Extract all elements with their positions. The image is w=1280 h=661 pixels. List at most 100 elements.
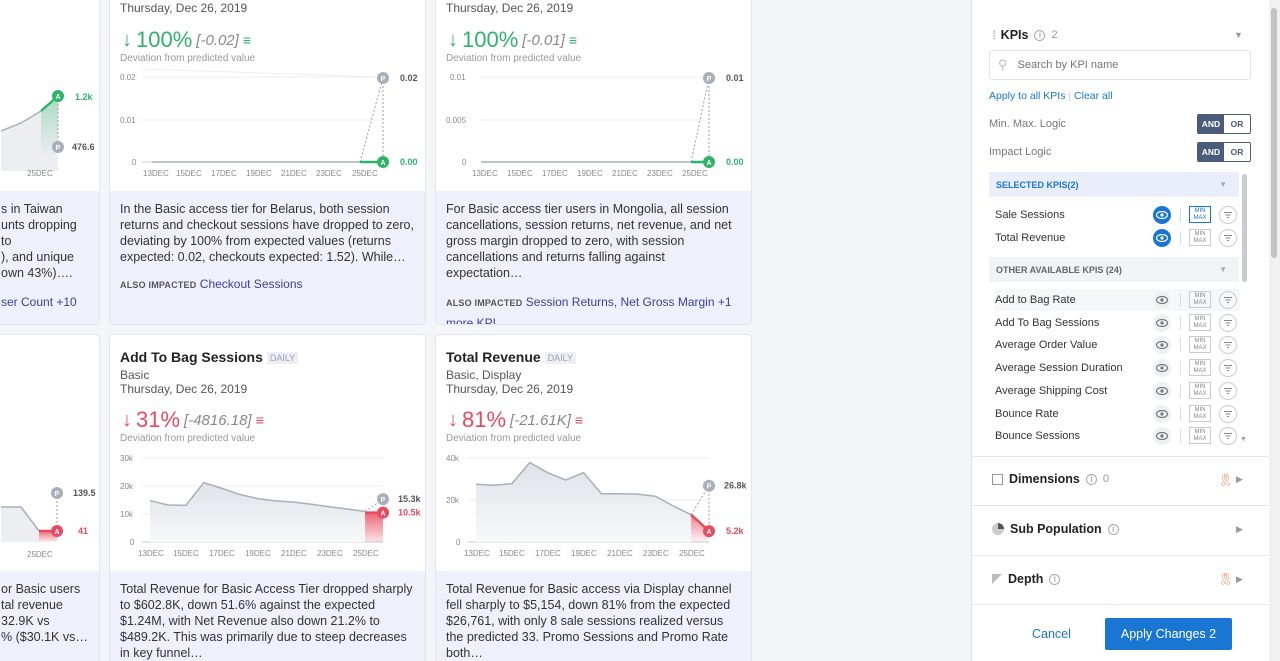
min-max-button[interactable]: MIN MAX (1189, 404, 1211, 422)
svg-text:A: A (55, 94, 60, 101)
also-impacted-link[interactable]: ser Count +10 (1, 295, 77, 309)
clear-all-link[interactable]: Clear all (1074, 90, 1113, 102)
also-impacted[interactable]: ALSO IMPACTED Checkout Sessions (120, 277, 303, 291)
min-max-button[interactable]: MIN MAX (1189, 206, 1211, 223)
kpi-list-item[interactable]: Sale Sessions (995, 204, 1240, 226)
x-tick: 23DEC (316, 169, 342, 178)
collapse-caret-icon[interactable]: ▼ (1219, 180, 1227, 189)
y-tick: 10k (120, 510, 134, 519)
kpi-list-item[interactable]: Average Order Value (995, 334, 1240, 356)
cancel-button[interactable]: Cancel (1032, 627, 1071, 641)
kpi-list-item[interactable]: Bounce Sessions (995, 425, 1240, 447)
min-max-button[interactable]: MIN MAX (1189, 359, 1211, 377)
insight-card-5[interactable]: Add To Bag Sessions DAILY Basic Thursday,… (109, 334, 426, 661)
info-icon[interactable]: i (1034, 29, 1046, 41)
insight-card-4[interactable]: P A 139.5 41 25DEC or Basic users tal re… (0, 334, 100, 661)
card-1-chart: A P 1.2k 476.6 25DEC (0, 90, 95, 178)
kpi-list-item[interactable]: Bounce Rate (995, 403, 1240, 425)
filter-icon[interactable] (1219, 381, 1237, 400)
eye-icon[interactable] (1153, 381, 1171, 400)
insight-card-2[interactable]: Thursday, Dec 26, 2019 ↓ 100% [-0.02] ≡ … (109, 0, 426, 325)
eye-icon[interactable] (1153, 336, 1171, 355)
page-scrollbar[interactable] (1269, 0, 1280, 661)
insight-card-6[interactable]: Total Revenue DAILY Basic, Display Thursd… (435, 334, 752, 661)
pred-value-label: 26.8k (724, 481, 748, 491)
ribbon-icon: 🎗 (1218, 572, 1234, 586)
apply-changes-button[interactable]: Apply Changes 2 (1105, 618, 1232, 650)
chevron-right-icon[interactable]: ▶ (1236, 524, 1243, 534)
filter-icon[interactable] (1219, 313, 1237, 332)
or-option[interactable]: OR (1224, 115, 1250, 133)
and-option[interactable]: AND (1198, 143, 1224, 161)
dimensions-section[interactable]: Dimensions i 0 (992, 472, 1109, 486)
divider (1180, 406, 1181, 421)
eye-icon[interactable] (1153, 313, 1171, 332)
insight-card-3[interactable]: Thursday, Dec 26, 2019 ↓ 100% [-0.01] ≡ … (435, 0, 752, 325)
depth-section[interactable]: Depth i (992, 572, 1061, 586)
min-max-button[interactable]: MIN MAX (1189, 427, 1211, 445)
eye-icon[interactable] (1153, 427, 1171, 446)
x-tick: 23DEC (643, 549, 669, 558)
eye-icon[interactable] (1153, 359, 1171, 378)
x-tick: 25DEC (352, 169, 378, 178)
min-max-button[interactable]: MIN MAX (1189, 336, 1211, 354)
kpi-list-item[interactable]: Add To Bag Sessions (995, 312, 1240, 334)
kpi-list-item[interactable]: Total Revenue (995, 227, 1240, 249)
kpi-search-box[interactable]: ⚲ (989, 50, 1251, 80)
eye-icon[interactable] (1153, 229, 1171, 247)
minmax-logic-toggle[interactable]: AND OR (1197, 114, 1251, 134)
eye-icon[interactable] (1153, 206, 1171, 224)
kpi-list-item[interactable]: Average Session Duration (995, 357, 1240, 379)
filter-icon[interactable] (1219, 291, 1237, 309)
eye-icon[interactable] (1153, 404, 1171, 423)
insight-card-1[interactable]: A P 1.2k 476.6 25DEC s in Taiwan unts dr… (0, 0, 100, 325)
also-impacted[interactable]: ALSO IMPACTED Session Returns, Net Gross… (446, 295, 732, 325)
svg-text:A: A (54, 529, 59, 536)
kpi-list-item[interactable]: Average Shipping Cost (995, 380, 1240, 402)
card-2-chart: 0.02 0.01 0 P A 0.02 0.00 13DEC 15DEC 17… (120, 69, 418, 178)
and-option[interactable]: AND (1198, 115, 1224, 133)
x-tick: 21DEC (607, 549, 633, 558)
filter-icon[interactable] (1219, 404, 1237, 423)
kpi-list-scrollbar[interactable] (1242, 174, 1247, 282)
collapse-caret-icon[interactable]: ▼ (1234, 30, 1243, 40)
x-tick: 21DEC (281, 549, 307, 558)
card-4-chart: P A 139.5 41 25DEC (1, 487, 96, 559)
min-max-button[interactable]: MIN MAX (1189, 229, 1211, 246)
arrow-down-icon: ↓ (448, 28, 458, 51)
filter-icon[interactable] (1219, 206, 1237, 224)
collapse-caret-icon[interactable]: ▼ (1219, 265, 1227, 274)
filter-icon[interactable] (1219, 336, 1237, 355)
selected-kpis-header[interactable]: SELECTED KPIS(2) ▼ (989, 172, 1239, 197)
kpi-list-item[interactable]: Add to Bag Rate (995, 289, 1240, 311)
filter-icon[interactable] (1219, 427, 1237, 446)
chevron-right-icon[interactable]: ▶ (1236, 474, 1243, 484)
info-icon[interactable]: i (1085, 473, 1097, 485)
divider (1180, 429, 1181, 444)
y-tick: 0.01 (450, 73, 466, 82)
min-max-button[interactable]: MIN MAX (1189, 381, 1211, 399)
apply-to-all-link[interactable]: Apply to all KPIs (989, 90, 1066, 102)
x-tick: 17DEC (209, 549, 235, 558)
card-3-description: For Basic access tier users in Mongolia,… (436, 191, 751, 325)
eye-icon[interactable] (1153, 291, 1171, 309)
actual-value-label: 0.00 (400, 157, 418, 167)
arrow-down-icon: ↓ (448, 408, 458, 431)
chevron-right-icon[interactable]: ▶ (1236, 574, 1243, 584)
divider (1180, 315, 1181, 330)
or-option[interactable]: OR (1224, 143, 1250, 161)
x-tick: 15DEC (176, 169, 202, 178)
search-input[interactable] (1017, 59, 1218, 71)
sub-population-section[interactable]: Sub Population i (992, 522, 1119, 536)
filter-icon[interactable] (1219, 359, 1237, 378)
other-kpis-header[interactable]: OTHER AVAILABLE KPIS (24) ▼ (989, 257, 1239, 282)
filter-icon[interactable] (1219, 229, 1237, 247)
info-icon[interactable]: i (1049, 573, 1061, 585)
kpis-section-header[interactable]: ⁞⁞ KPIs i 2 (992, 28, 1058, 42)
info-icon[interactable]: i (1107, 523, 1119, 535)
drag-handle-icon[interactable]: ⁞⁞ (992, 28, 996, 42)
min-max-button[interactable]: MIN MAX (1189, 291, 1211, 308)
impact-logic-toggle[interactable]: AND OR (1197, 142, 1251, 162)
min-max-button[interactable]: MIN MAX (1189, 313, 1211, 331)
scroll-down-arrow[interactable]: ▼ (1240, 436, 1247, 443)
